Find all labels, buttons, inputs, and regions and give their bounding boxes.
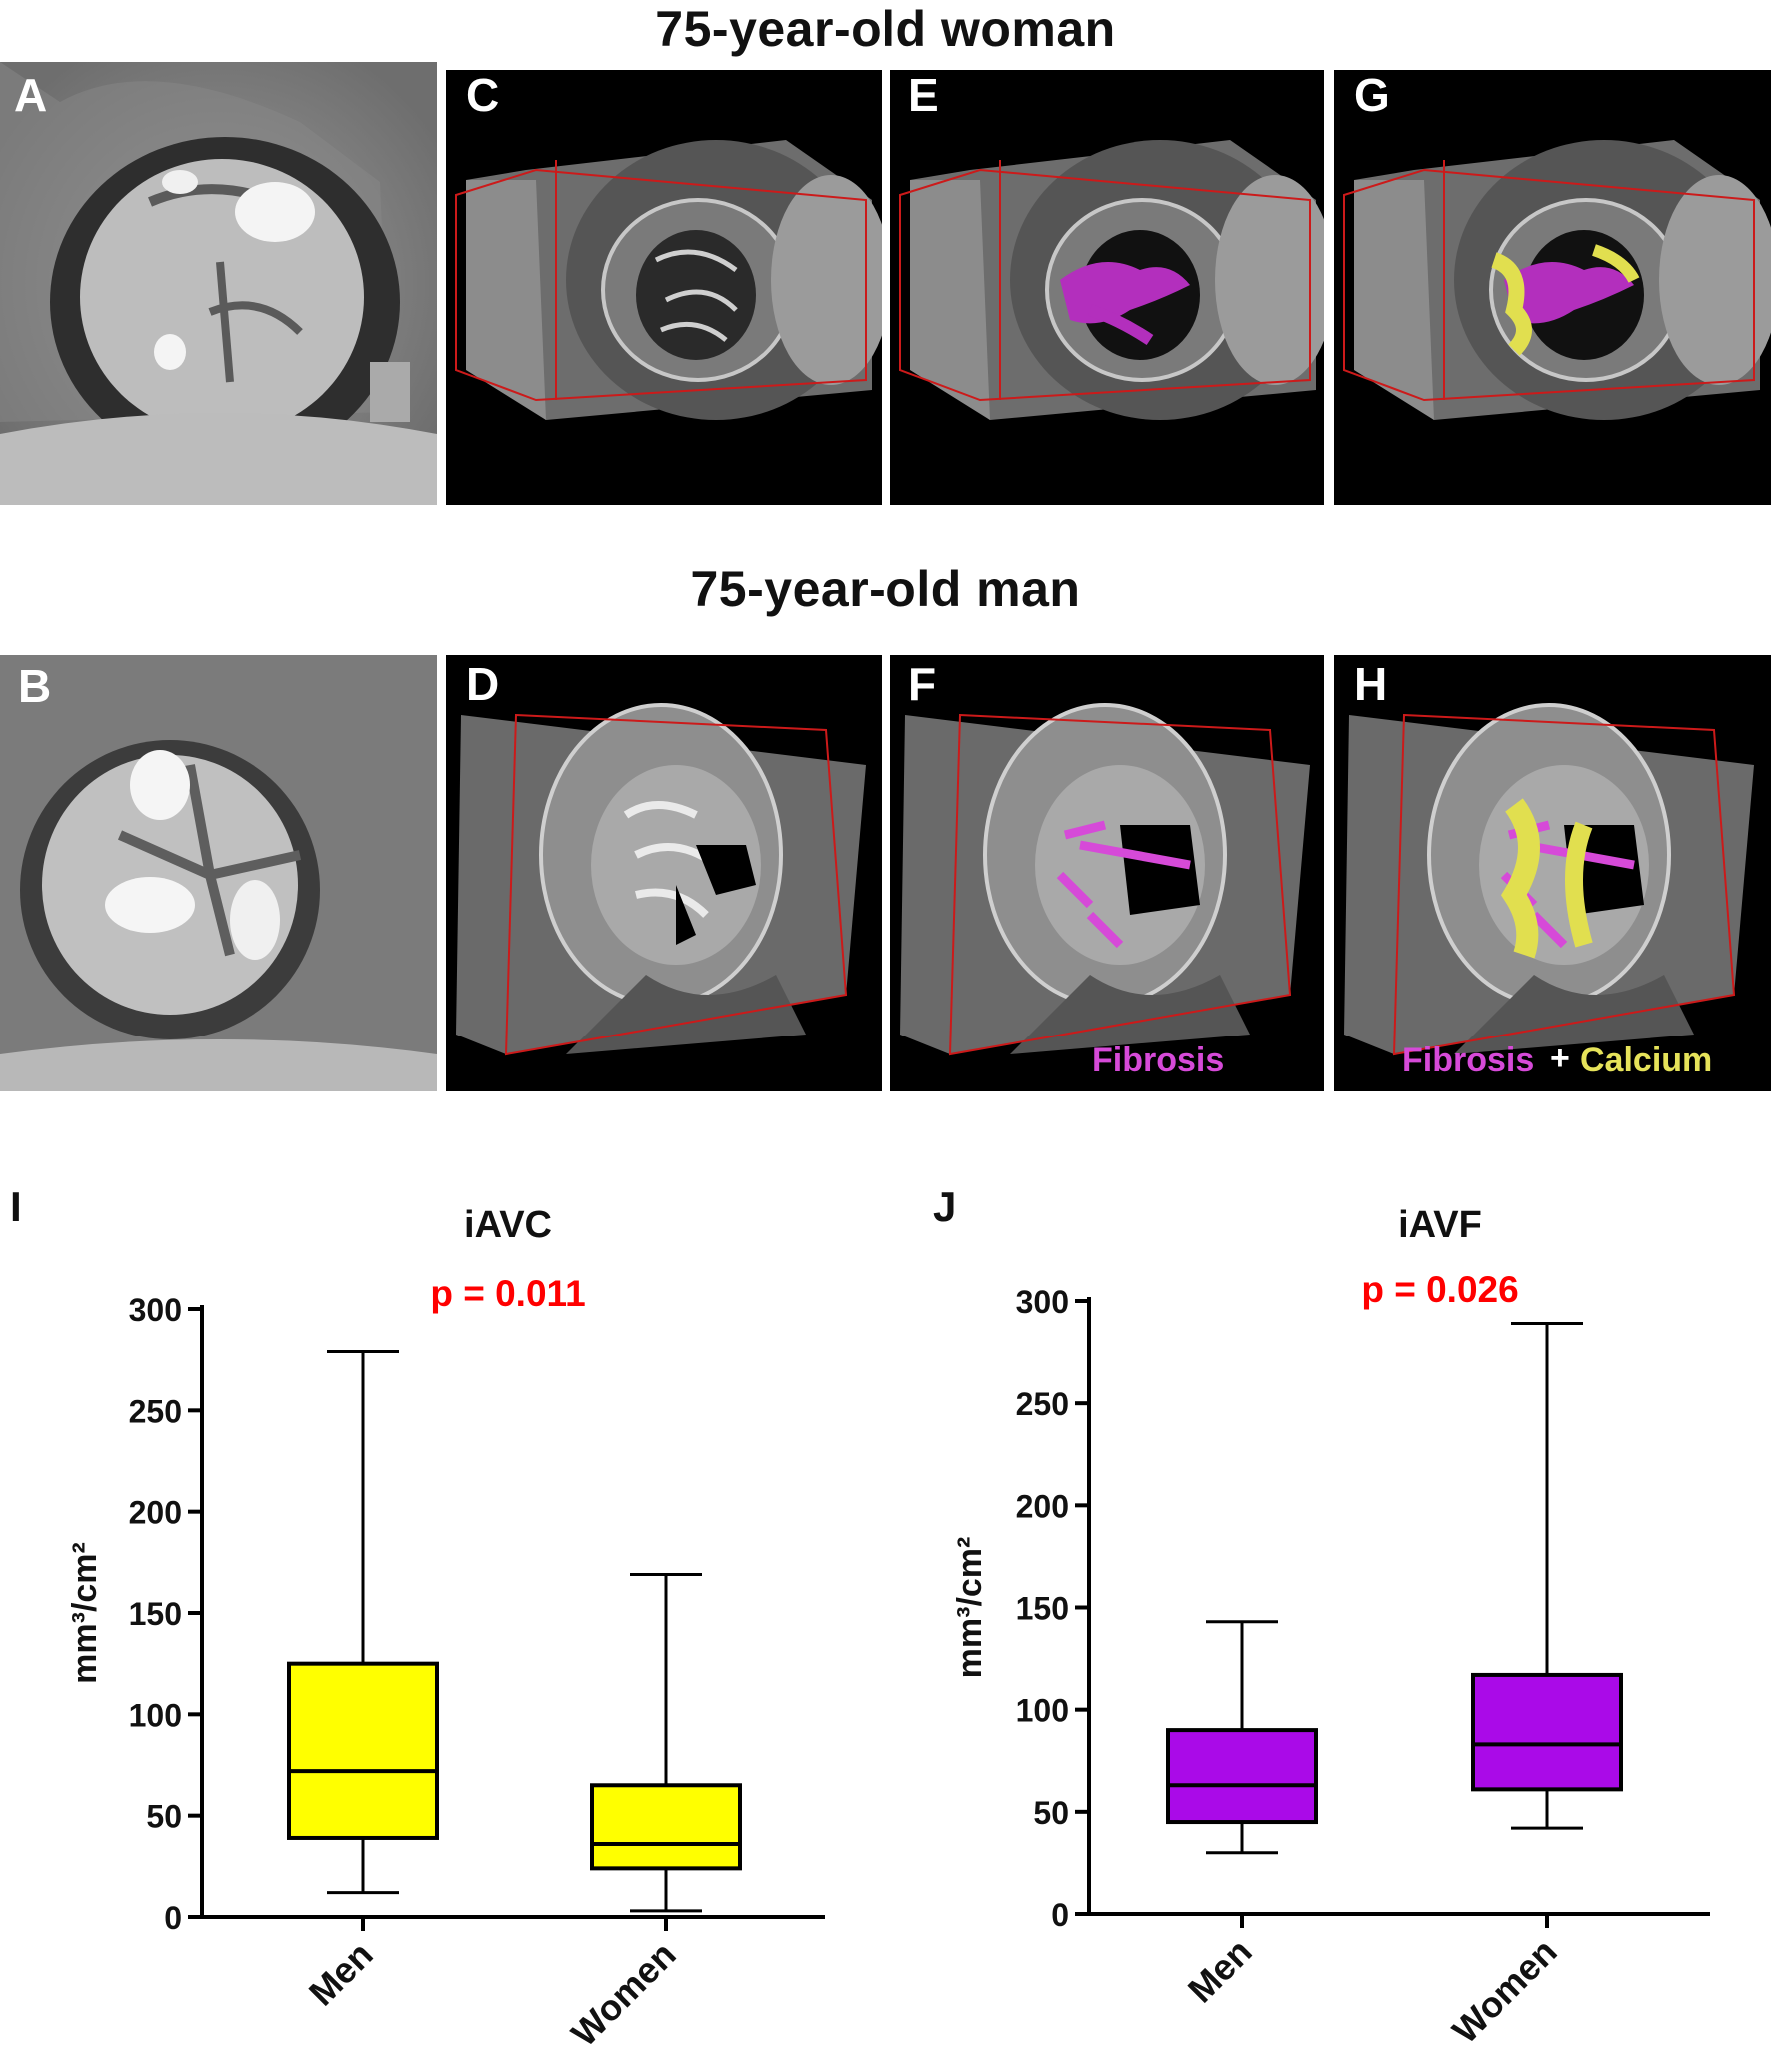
panel-e-3d-render: E	[890, 70, 1324, 505]
y-axis-label: mm³/cm²	[951, 1537, 989, 1679]
box-men-iqr	[1166, 1728, 1318, 1825]
p-value-label: p = 0.011	[430, 1273, 585, 1314]
chart-title: iAVF	[1398, 1204, 1482, 1246]
legend-fibrosis-f: Fibrosis	[1092, 1041, 1225, 1079]
y-tick-label: 300	[1016, 1284, 1069, 1320]
y-tick-label: 300	[129, 1292, 182, 1328]
panel-a-label: A	[14, 69, 48, 121]
box-women-iqr	[590, 1783, 742, 1871]
p-value-label: p = 0.026	[1361, 1269, 1518, 1310]
y-tick-label: 150	[1016, 1591, 1069, 1627]
top-row-title: 75-year-old woman	[655, 1, 1116, 57]
panel-h-3d-render: H Fibrosis + Calcium	[1334, 655, 1771, 1091]
panel-f-label: F	[908, 658, 937, 710]
panel-a-ct-image: A	[0, 62, 437, 505]
x-tick-label-women: Women	[563, 1934, 683, 2054]
bottom-row-title: 75-year-old man	[690, 561, 1081, 617]
panel-label: J	[933, 1183, 956, 1230]
panel-e-label: E	[908, 70, 939, 121]
y-tick-label: 100	[129, 1697, 182, 1733]
x-tick-label-women: Women	[1444, 1931, 1564, 2051]
y-tick-label: 50	[1033, 1795, 1069, 1831]
y-axis-label: mm³/cm²	[66, 1542, 104, 1684]
panel-b-ct-image: B	[0, 655, 437, 1091]
panel-label: I	[10, 1183, 22, 1230]
panel-d-3d-render: D	[446, 655, 882, 1091]
y-tick-label: 50	[146, 1799, 182, 1835]
panel-d-label: D	[466, 658, 500, 710]
panel-g-label: G	[1354, 70, 1390, 121]
y-tick-label: 0	[164, 1900, 182, 1936]
panel-g-3d-render: G	[1334, 70, 1771, 505]
y-tick-label: 250	[1016, 1386, 1069, 1422]
box-men-iqr	[287, 1661, 439, 1840]
y-tick-label: 200	[129, 1495, 182, 1531]
panel-c-label: C	[466, 70, 500, 121]
y-tick-label: 250	[129, 1393, 182, 1429]
legend-calcium: Calcium	[1580, 1041, 1713, 1079]
chart-title: iAVC	[464, 1204, 552, 1246]
x-tick-label-men: Men	[301, 1934, 381, 2014]
panel-f-3d-render: F Fibrosis	[890, 655, 1324, 1091]
y-tick-label: 100	[1016, 1693, 1069, 1729]
y-tick-label: 150	[129, 1596, 182, 1632]
y-tick-label: 200	[1016, 1488, 1069, 1524]
legend-fibrosis-h: Fibrosis	[1402, 1041, 1535, 1079]
legend-plus: +	[1550, 1039, 1570, 1077]
panel-b-label: B	[18, 660, 52, 712]
y-tick-label: 0	[1051, 1897, 1069, 1933]
box-women-iqr	[1471, 1672, 1623, 1792]
panel-h-label: H	[1354, 658, 1388, 710]
x-tick-label-men: Men	[1180, 1931, 1260, 2011]
panel-c-3d-render: C	[446, 70, 882, 505]
